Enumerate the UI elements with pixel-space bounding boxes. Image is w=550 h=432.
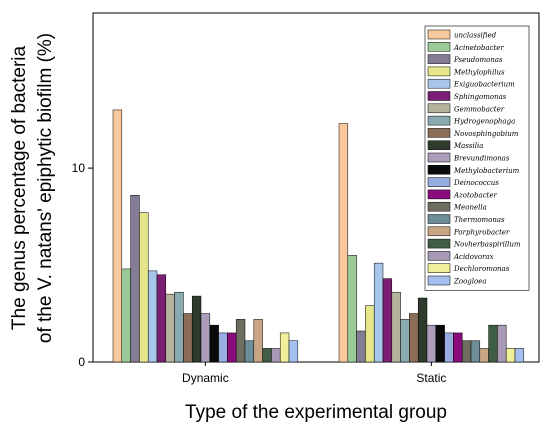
- bar-dynamic-deinococcus: [218, 332, 228, 363]
- legend-swatch-acinetobacter: [427, 42, 451, 52]
- legend-label-methylobacterium: Methylobacterium: [453, 167, 520, 175]
- legend-swatch-unclassified: [427, 29, 451, 40]
- bar-static-zoogloea: [514, 348, 525, 363]
- legend-label-brevundimonas: Brevundimonas: [453, 155, 510, 163]
- bar-dynamic-porphyrobacter: [253, 319, 263, 363]
- legend-swatch-gemmobacter: [427, 103, 451, 114]
- bar-static-brevundimonas: [426, 324, 437, 363]
- y-tick-label: 10: [72, 161, 86, 175]
- bar-dynamic-novosphingobium: [183, 313, 193, 363]
- legend-swatch-novherbaspirillum: [427, 238, 451, 249]
- x-axis-title: Type of the experimental group: [185, 402, 447, 423]
- x-axis: Dynamic Static: [182, 362, 446, 385]
- bar-dynamic-hydrogenophaga: [174, 291, 184, 363]
- legend-label-acidovorax: Acidovorax: [453, 253, 494, 261]
- bar-dynamic-thermomonas: [244, 340, 255, 363]
- legend-swatch-methylobacterium: [427, 165, 451, 175]
- bar-dynamic-zoogloea: [288, 340, 299, 363]
- legend-swatch-deinococcus: [427, 177, 451, 187]
- legend-label-deinococcus: Deinococcus: [453, 179, 499, 187]
- legend-swatch-brevundimonas: [427, 152, 451, 163]
- bar-static-massilia: [417, 297, 428, 363]
- bar-dynamic-azotobacter: [227, 332, 237, 363]
- bar-dynamic-massilia: [191, 295, 202, 363]
- bar-dynamic-novherbaspirillum: [262, 348, 272, 363]
- legend-label-acinetobacter: Acinetobacter: [453, 44, 504, 52]
- bar-dynamic-methylobacterium: [209, 324, 219, 363]
- bar-dynamic-pseudomonas: [130, 195, 140, 363]
- bar-static-meonella: [461, 340, 472, 363]
- bar-static-dechloromonas: [505, 348, 516, 363]
- bar-static-gemmobacter: [391, 291, 401, 363]
- legend-label-dechloromonas: Dechloromonas: [453, 265, 510, 273]
- bar-dynamic-methylophilus: [139, 212, 149, 363]
- bar-static-porphyrobacter: [479, 348, 489, 363]
- legend-label-gemmobacter: Gemmobacter: [454, 105, 505, 113]
- legend-swatch-exiguobacterium: [427, 78, 451, 89]
- legend-swatch-dechloromonas: [427, 263, 451, 273]
- x-tick-label-static: Static: [416, 371, 446, 385]
- bar-static-novosphingobium: [409, 313, 419, 363]
- legend-label-unclassified: unclassified: [454, 32, 497, 40]
- legend-label-sphingomonas: Sphingomonas: [454, 93, 507, 101]
- bar-static-exiguobacterium: [373, 262, 384, 363]
- y-axis-title: The genus percentage of bacteria of the …: [9, 33, 56, 343]
- legend-label-methylophilus: Methylophilus: [453, 68, 505, 76]
- legend-label-porphyrobacter: Porphyrobacter: [453, 228, 510, 236]
- legend-label-massilia: Massilia: [453, 142, 483, 150]
- legend-swatch-zoogloea: [427, 275, 451, 286]
- bar-dynamic-exiguobacterium: [147, 270, 158, 363]
- bar-static-pseudomonas: [356, 330, 366, 363]
- legend-swatch-thermomonas: [427, 214, 451, 224]
- bars-layer: [112, 109, 525, 363]
- bar-static-acinetobacter: [347, 255, 357, 363]
- bar-dynamic-acidovorax: [271, 348, 281, 363]
- bar-dynamic-acinetobacter: [121, 268, 131, 363]
- bar-static-azotobacter: [453, 332, 463, 363]
- legend-label-zoogloea: Zoogloea: [453, 278, 487, 286]
- legend-label-pseudomonas: Pseudomonas: [453, 56, 503, 64]
- legend-swatch-meonella: [427, 201, 451, 212]
- legend-swatch-massilia: [427, 140, 451, 150]
- legend-label-hydrogenophaga: Hydrogenophaga: [453, 118, 515, 126]
- y-axis: 0 10: [72, 161, 93, 369]
- bar-static-sphingomonas: [382, 278, 393, 363]
- legend-swatch-pseudomonas: [427, 54, 451, 64]
- bar-static-acidovorax: [497, 324, 507, 363]
- bar-static-thermomonas: [470, 340, 481, 363]
- y-axis-title-line-2: of the V. natans' epiphytic biofilm (%): [35, 33, 56, 343]
- legend-label-exiguobacterium: Exiguobacterium: [453, 81, 515, 89]
- bar-static-methylophilus: [365, 305, 375, 363]
- legend-swatch-sphingomonas: [427, 91, 451, 101]
- bar-static-hydrogenophaga: [400, 319, 410, 363]
- legend-label-meonella: Meonella: [453, 204, 487, 212]
- legend-swatch-novosphingobium: [427, 128, 451, 138]
- legend-swatch-acidovorax: [427, 251, 451, 261]
- bar-static-methylobacterium: [435, 324, 445, 363]
- x-tick-label-dynamic: Dynamic: [182, 371, 229, 385]
- legend-label-azotobacter: Azotobacter: [453, 191, 498, 199]
- bar-dynamic-dechloromonas: [279, 332, 290, 363]
- legend-swatch-porphyrobacter: [427, 226, 451, 237]
- bar-dynamic-meonella: [235, 319, 246, 363]
- legend-label-thermomonas: Thermomonas: [454, 216, 505, 224]
- bar-static-unclassified: [338, 123, 349, 363]
- legend-label-novherbaspirillum: Novherbaspirillum: [453, 241, 521, 249]
- bar-dynamic-gemmobacter: [165, 293, 175, 363]
- bar-dynamic-sphingomonas: [156, 274, 167, 363]
- legend-swatch-azotobacter: [427, 189, 451, 200]
- bar-static-novherbaspirillum: [488, 324, 498, 363]
- legend: unclassified Acinetobacter Pseudomonas Meth…: [424, 25, 530, 291]
- bar-dynamic-brevundimonas: [200, 313, 211, 363]
- y-tick-label: 0: [78, 355, 85, 369]
- bar-dynamic-unclassified: [112, 109, 123, 363]
- bar-static-deinococcus: [444, 332, 454, 363]
- legend-swatch-hydrogenophaga: [427, 115, 451, 126]
- legend-label-novosphingobium: Novosphingobium: [453, 130, 519, 138]
- legend-swatch-methylophilus: [427, 66, 451, 77]
- y-axis-title-line-1: The genus percentage of bacteria: [9, 46, 30, 331]
